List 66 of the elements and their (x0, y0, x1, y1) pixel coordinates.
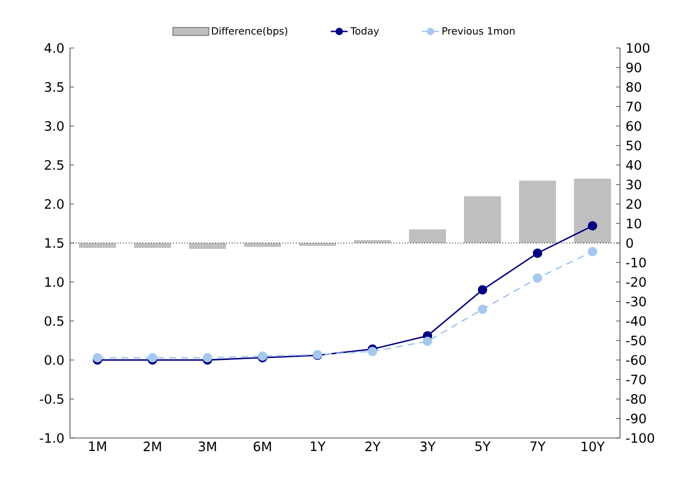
y2-tick-label: -70 (626, 374, 646, 384)
point (532, 273, 542, 283)
x-tick-label: 2M (144, 442, 161, 452)
bar (79, 243, 116, 248)
bar (409, 229, 446, 243)
point (588, 221, 598, 231)
y-tick-label: 2.5 (44, 160, 64, 170)
y2-tick-label: -80 (626, 394, 646, 404)
legend-label: Difference(bps) (212, 26, 288, 37)
x-tick-label: 1Y (310, 442, 326, 451)
x-tick-label: 7Y (530, 442, 546, 451)
legend-label: Today (350, 26, 379, 37)
bar (134, 243, 171, 248)
x-tick-label: 10Y (582, 442, 605, 452)
y-tick-label: -0.5 (40, 394, 64, 404)
bar (299, 243, 336, 246)
y-tick-label: 2.0 (44, 199, 64, 209)
point (368, 346, 378, 356)
y2-tick-label: 80 (626, 82, 642, 92)
x-tick-label: 3M (198, 442, 216, 452)
y2-tick-label: 100 (626, 43, 650, 53)
y2-tick-label: 30 (626, 180, 642, 190)
y2-tick-label: 90 (626, 62, 642, 72)
x-tick-label: 1M (89, 442, 106, 451)
y2-tick-label: 10 (626, 218, 642, 228)
y2-tick-label: -50 (626, 336, 646, 346)
point (588, 246, 598, 256)
y-tick-label: 3.5 (44, 82, 64, 92)
bar (354, 240, 392, 243)
bar (519, 180, 556, 243)
y-tick-label: -1.0 (40, 433, 64, 443)
point (202, 352, 212, 362)
bar (189, 243, 226, 249)
y2-tick-label: 60 (626, 121, 642, 131)
y-tick-label: 1.5 (45, 238, 64, 248)
bar (574, 178, 612, 243)
y2-tick-label: -100 (626, 433, 654, 443)
y-tick-label: 0.5 (44, 316, 64, 326)
point (478, 285, 488, 294)
x-tick-label: 5Y (475, 442, 491, 452)
x-tick-label: 6M (254, 442, 271, 452)
point (478, 304, 488, 314)
x-tick-label: 3Y (420, 442, 436, 452)
y-tick-label: 1.0 (45, 277, 64, 287)
y2-tick-label: -10 (626, 258, 646, 268)
x-tick-label: 2Y (365, 442, 381, 452)
point (148, 352, 158, 362)
y2-tick-label: -30 (626, 296, 646, 306)
bar (244, 243, 282, 247)
point (532, 248, 542, 258)
y-tick-label: 0.0 (44, 355, 64, 365)
y2-tick-label: 40 (626, 160, 642, 170)
y2-tick-label: -20 (626, 277, 646, 287)
y2-tick-label: 0 (626, 238, 633, 248)
y2-tick-label: -90 (626, 414, 646, 424)
y2-tick-label: -40 (626, 316, 646, 326)
y-tick-label: 3.0 (44, 121, 64, 131)
y2-tick-label: 70 (626, 102, 642, 112)
y2-tick-label: 50 (626, 140, 642, 150)
y2-tick-label: 20 (626, 199, 642, 209)
bar (464, 196, 502, 243)
point (422, 336, 432, 346)
legend-label: Previous 1mon (442, 26, 514, 35)
point (92, 352, 102, 362)
y-tick-label: 4.0 (44, 43, 64, 53)
y2-tick-label: -60 (626, 355, 646, 365)
